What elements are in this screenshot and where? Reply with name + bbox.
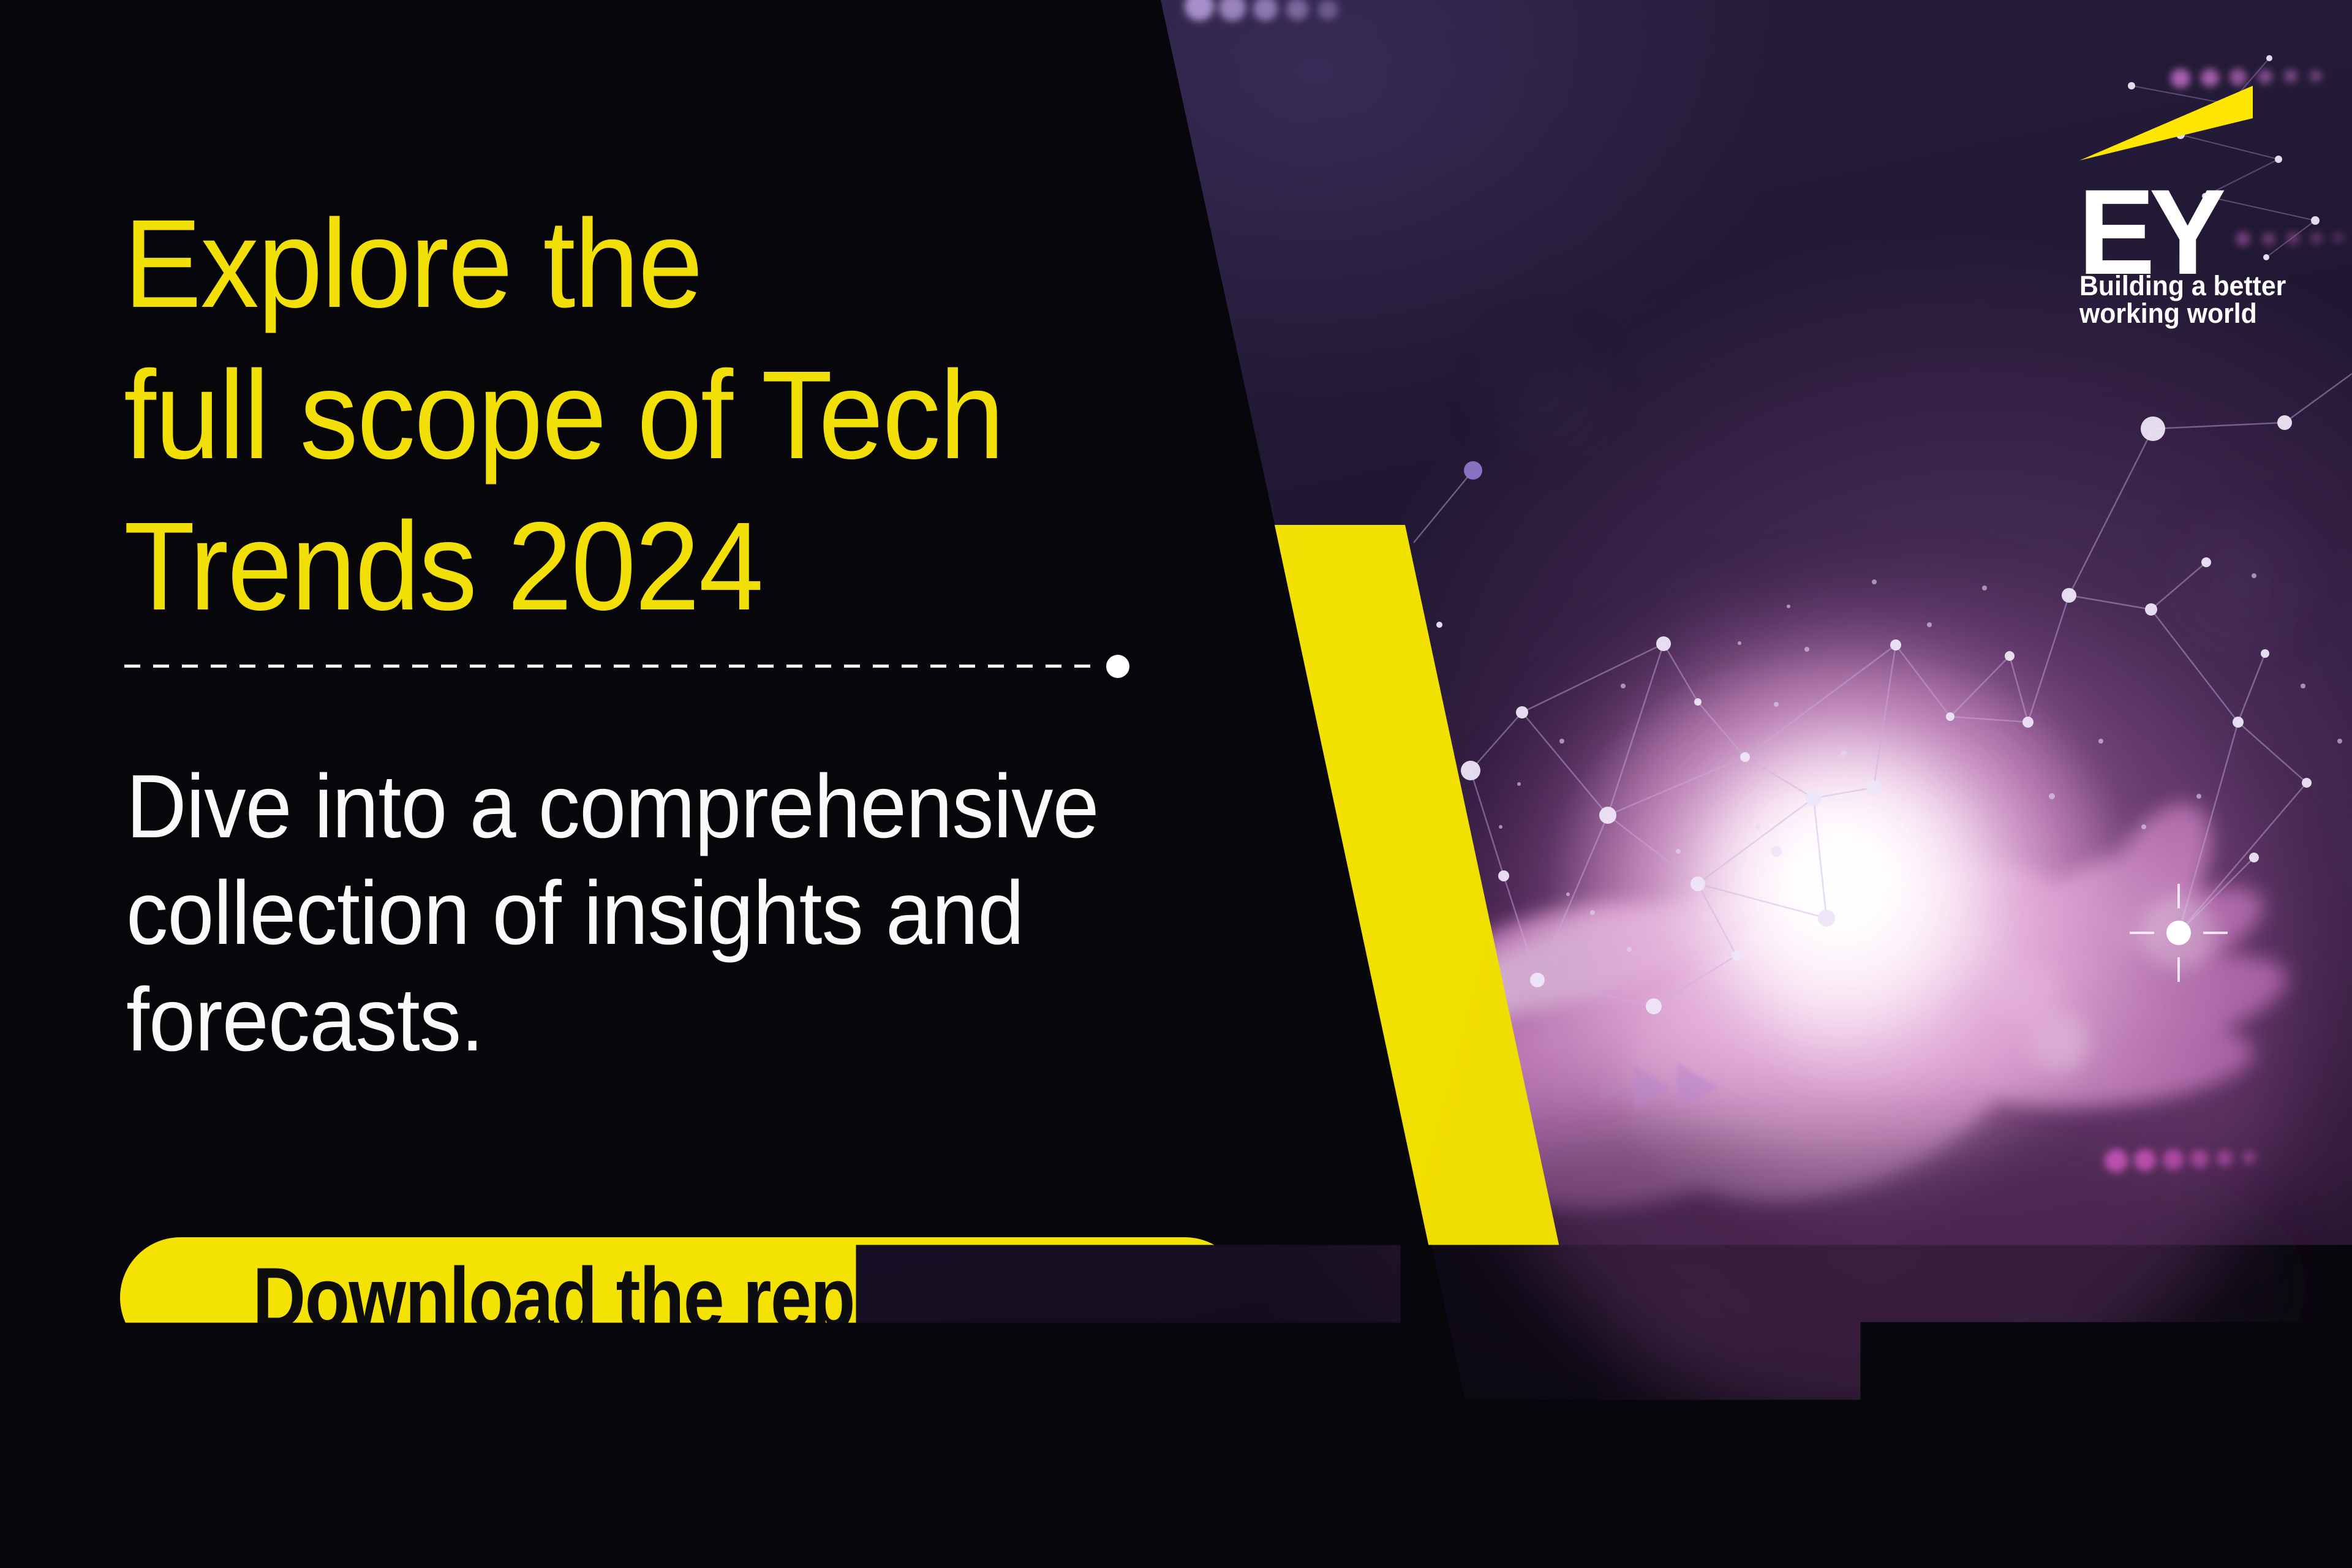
banner-canvas: EY Building a better working world Explo… — [0, 0, 2352, 1568]
click-cursor-icon — [0, 0, 2352, 1568]
